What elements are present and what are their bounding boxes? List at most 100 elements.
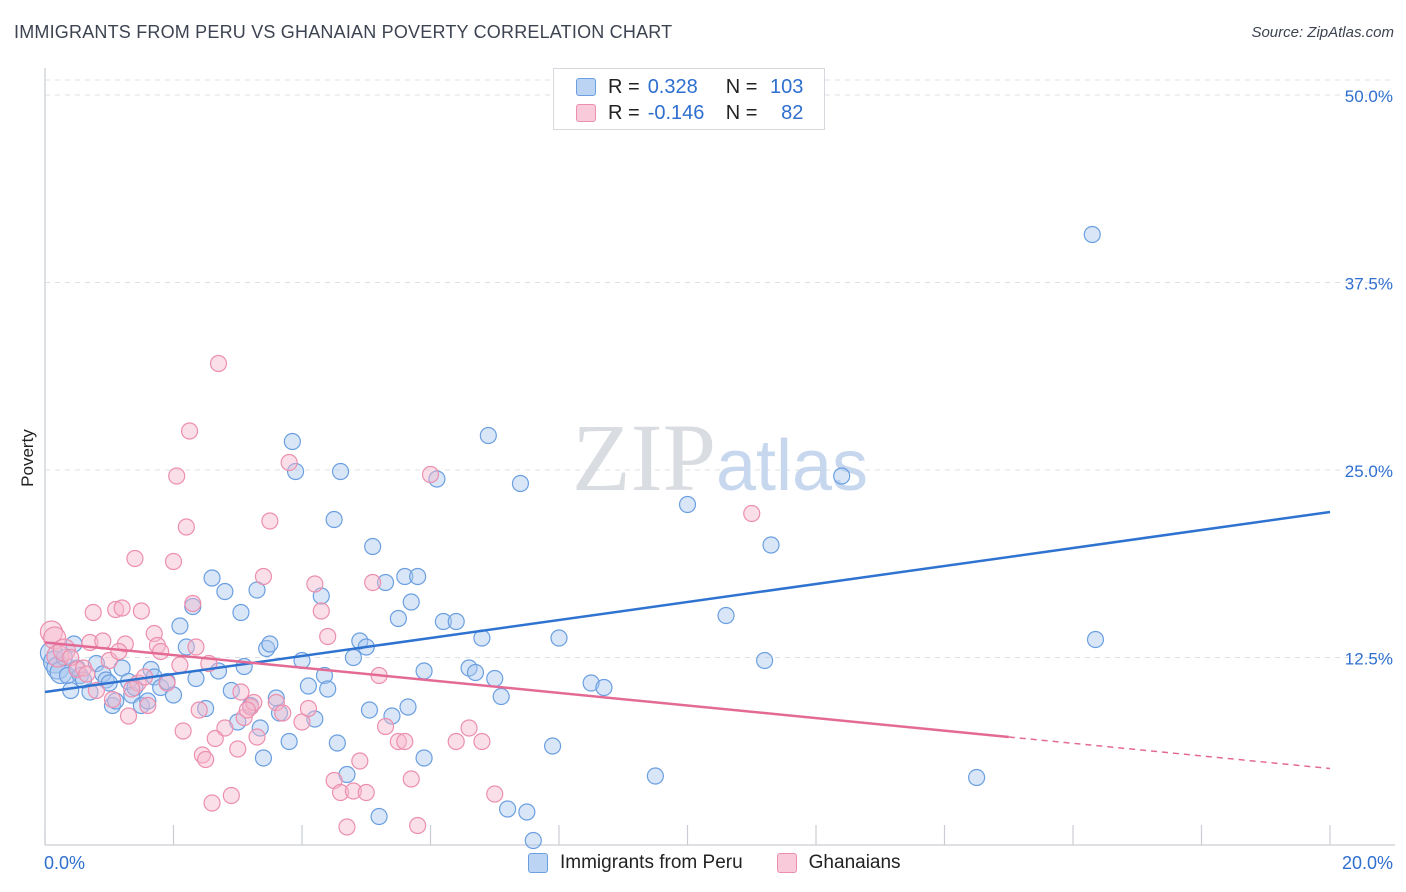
peru-point — [833, 467, 851, 485]
peru-point — [492, 687, 510, 706]
series-legend: Immigrants from Peru Ghanaians — [528, 852, 935, 874]
peru-point — [1083, 225, 1101, 244]
peru-point — [216, 582, 234, 601]
chart-source: Source: ZipAtlas.com — [1251, 24, 1394, 41]
ghana-point — [229, 740, 247, 758]
peru-point — [402, 593, 420, 611]
peru-point — [717, 606, 735, 625]
peru-point — [81, 683, 99, 701]
ghana-point — [177, 518, 195, 536]
peru-point — [203, 569, 221, 587]
ghana-point — [409, 816, 427, 835]
ghana-point — [168, 467, 186, 485]
ghana-point — [119, 707, 138, 725]
series-swatch-peru — [528, 853, 548, 873]
ghana-point — [312, 602, 330, 620]
watermark-atlas: atlas — [716, 426, 868, 506]
peru-point — [1086, 630, 1105, 649]
ghana-point — [139, 696, 157, 715]
peru-point — [331, 462, 350, 481]
peru-point — [550, 629, 568, 647]
legend-row-peru: R = 0.328 N = 103 — [576, 75, 803, 99]
watermark: ZIPatlas — [572, 404, 868, 511]
peru-point — [499, 800, 517, 818]
peru-point — [299, 677, 318, 695]
x-tick-label: 0.0% — [44, 853, 85, 873]
peru-point — [319, 680, 337, 698]
peru-point — [177, 638, 195, 656]
legend-swatch-ghana — [576, 104, 596, 122]
peru-point — [479, 426, 497, 445]
peru-point — [197, 699, 215, 718]
peru-point — [678, 495, 697, 514]
ghana-point — [107, 600, 125, 619]
peru-point — [518, 803, 536, 821]
ghana-point — [486, 785, 504, 803]
peru-point — [370, 807, 388, 826]
series-legend-peru: Immigrants from Peru — [528, 852, 743, 874]
peru-point — [383, 707, 401, 725]
peru-point — [434, 612, 452, 631]
y-tick-label: 50.0% — [1345, 87, 1393, 106]
legend-r-value: -0.146 — [647, 101, 705, 124]
peru-point — [447, 612, 465, 631]
ghana-point — [338, 818, 356, 836]
peru-trend-line — [44, 510, 1331, 694]
tick-labels: 12.5% 25.0% 37.5% 50.0% 0.0% 20.0% — [44, 87, 1393, 873]
ghana-point — [158, 674, 176, 692]
peru-point — [511, 474, 530, 493]
ghana-point — [357, 783, 375, 802]
legend-n-label: N = — [725, 75, 758, 98]
peru-point — [62, 681, 80, 700]
peru-point — [755, 651, 774, 670]
ghana-point — [174, 722, 192, 740]
y-tick-label: 25.0% — [1345, 462, 1393, 481]
ghana-point — [232, 683, 250, 701]
watermark-zip: ZIP — [572, 404, 716, 511]
series-legend-ghana: Ghanaians — [776, 852, 901, 874]
ghana-point — [187, 638, 205, 656]
peru-point — [466, 663, 485, 682]
ghana-point — [84, 603, 102, 622]
axes — [44, 68, 1395, 846]
legend-n-value: 103 — [770, 75, 804, 98]
peru-point — [286, 462, 305, 481]
ghana-point — [319, 627, 337, 646]
chart-title: IMMIGRANTS FROM PERU VS GHANAIAN POVERTY… — [14, 22, 673, 42]
ghana-point — [113, 599, 131, 617]
ghana-point — [78, 665, 96, 683]
trend-lines — [44, 510, 1331, 770]
ghana-point — [306, 575, 324, 593]
ghana-point — [197, 750, 215, 769]
peru-point — [543, 737, 562, 755]
peru-point — [762, 536, 780, 554]
peru-point — [325, 510, 343, 529]
ghana-point — [222, 786, 240, 805]
ghana-point — [389, 732, 407, 751]
ghana-point — [447, 732, 465, 751]
ghana-point — [421, 465, 440, 484]
ghana-point — [344, 782, 362, 800]
peru-point — [968, 768, 986, 787]
peru-point — [389, 609, 407, 628]
peru-point — [261, 635, 279, 653]
series-label-peru: Immigrants from Peru — [560, 852, 743, 873]
peru-point — [582, 674, 600, 692]
ghana-point — [376, 717, 395, 736]
ghana-point — [254, 567, 273, 586]
legend-n-value: 82 — [781, 101, 804, 124]
legend-swatch-peru — [576, 78, 596, 96]
peru-point — [396, 567, 414, 586]
legend-r-label: R = — [608, 101, 640, 124]
gridlines — [45, 79, 1395, 658]
y-tick-label: 12.5% — [1345, 650, 1393, 669]
ghana-point — [402, 770, 420, 788]
ghana-point — [743, 504, 761, 523]
ghana-point — [209, 354, 228, 373]
peru-point — [328, 734, 346, 752]
ghana-point — [152, 642, 170, 661]
ghana-trend-line — [44, 641, 1009, 739]
legend-row-ghana: R = -0.146 N = 82 — [576, 101, 803, 125]
series-label-ghana: Ghanaians — [808, 852, 901, 873]
